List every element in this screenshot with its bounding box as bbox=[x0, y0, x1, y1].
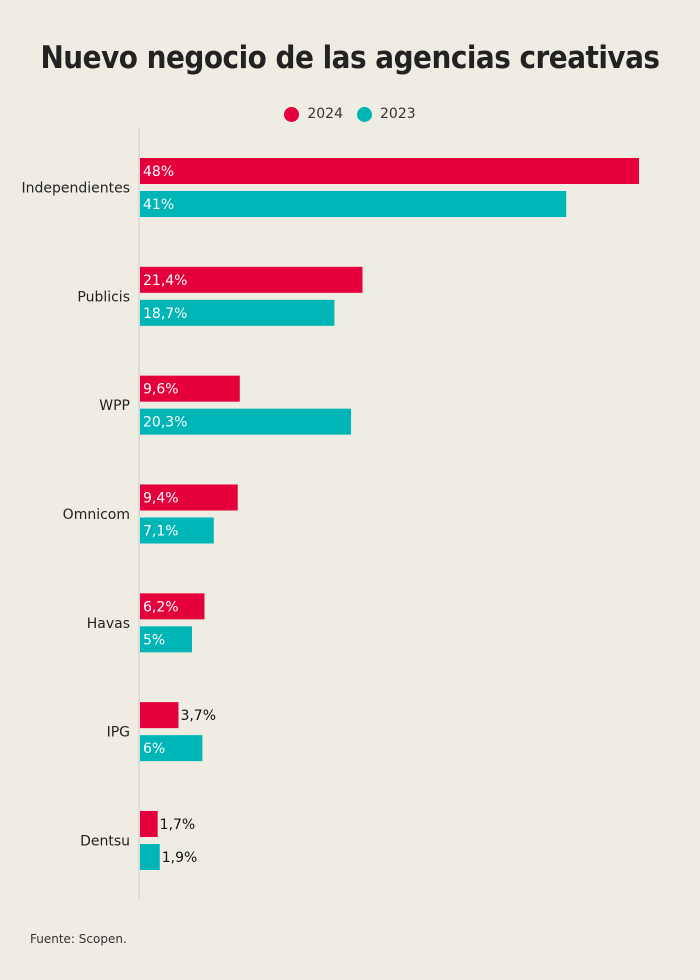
bar-2024-publicis bbox=[140, 266, 363, 293]
bar-2024-wpp bbox=[140, 375, 240, 402]
legend-swatch-2023 bbox=[357, 106, 372, 122]
legend-label-2024: 2024 bbox=[307, 106, 343, 122]
data-label: 6% bbox=[143, 741, 165, 757]
data-label: 21,4% bbox=[143, 273, 187, 289]
category-label: IPG bbox=[107, 725, 130, 741]
bar-2023-wpp bbox=[140, 408, 352, 435]
bar-2024-ipg bbox=[140, 702, 179, 729]
category-label: Independientes bbox=[21, 181, 130, 197]
data-label: 41% bbox=[143, 197, 174, 213]
bar-2023-independientes bbox=[140, 191, 567, 217]
source-note: Fuente: Scopen. bbox=[30, 932, 127, 946]
legend-swatch-2024 bbox=[284, 106, 300, 122]
category-label: Publicis bbox=[77, 289, 130, 305]
bar-2024-havas bbox=[140, 593, 205, 620]
data-label: 3,7% bbox=[180, 708, 216, 724]
legend-label-2023: 2023 bbox=[380, 106, 416, 122]
legend: 2024 2023 bbox=[0, 106, 700, 122]
data-label: 9,4% bbox=[143, 490, 179, 506]
data-label: 18,7% bbox=[143, 306, 187, 322]
legend-item-2024: 2024 bbox=[284, 106, 343, 122]
bar-2024-dentsu bbox=[140, 810, 158, 837]
bar-2024-independientes bbox=[140, 158, 639, 184]
category-label: Dentsu bbox=[80, 833, 130, 849]
data-label: 1,9% bbox=[162, 850, 198, 866]
bar-2023-havas bbox=[140, 626, 192, 653]
bar-2023-ipg bbox=[140, 735, 203, 762]
data-label: 7,1% bbox=[143, 523, 179, 539]
bar-2023-publicis bbox=[140, 299, 335, 326]
data-label: 6,2% bbox=[143, 599, 179, 615]
legend-item-2023: 2023 bbox=[357, 106, 416, 122]
category-label: Havas bbox=[87, 616, 130, 632]
data-label: 5% bbox=[143, 632, 165, 648]
data-label: 9,6% bbox=[143, 382, 179, 398]
bar-2023-dentsu bbox=[140, 843, 160, 870]
category-label: Omnicom bbox=[63, 507, 130, 523]
category-label: WPP bbox=[99, 398, 130, 414]
bar-2023-omnicom bbox=[140, 517, 214, 544]
bar-2024-omnicom bbox=[140, 484, 238, 511]
data-label: 48% bbox=[143, 164, 174, 180]
chart-title: Nuevo negocio de las agencias creativas bbox=[40, 40, 660, 76]
data-label: 20,3% bbox=[143, 415, 187, 431]
data-label: 1,7% bbox=[160, 817, 196, 833]
